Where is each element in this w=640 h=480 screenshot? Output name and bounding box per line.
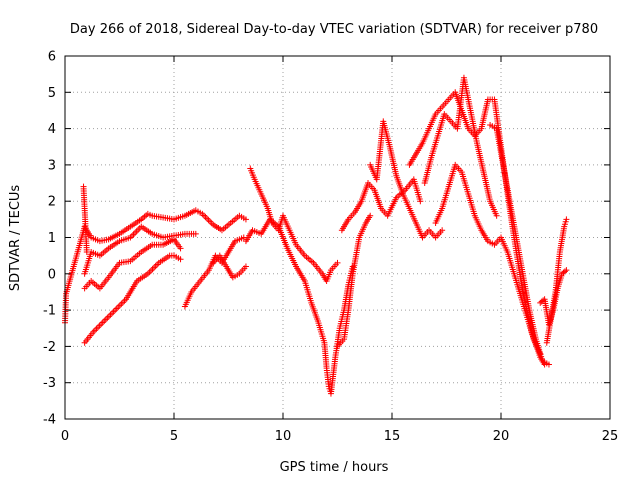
data-point [96,322,103,329]
data-point [116,302,123,309]
data-point [149,266,156,273]
y-tick-label: 2 [48,195,56,210]
data-point [334,259,341,266]
data-point [202,214,209,221]
y-tick-label: 6 [48,50,56,65]
y-tick-label: 4 [48,122,56,137]
data-point [417,198,424,205]
data-point [105,313,112,320]
y-tick-label: -3 [43,376,56,391]
data-point [102,316,109,323]
grid-lines [65,56,610,419]
x-tick-label: 15 [384,429,401,444]
data-point [154,261,161,268]
data-point [493,212,500,219]
data-point [118,300,125,307]
x-tick-label: 10 [275,429,292,444]
data-point [101,317,108,324]
data-point [113,305,120,312]
data-point [83,249,90,256]
data-point [130,231,137,238]
data-points [62,74,570,397]
x-tick-label: 20 [493,429,510,444]
axis-ticks: 0 5 10 15 20 25 -4 -3 -2 -1 0 1 2 3 4 5 6 [43,50,618,445]
x-tick-label: 25 [602,429,619,444]
data-point [93,325,100,332]
data-point [132,229,139,236]
data-point [133,228,140,235]
data-point [200,212,207,219]
data-point [121,297,128,304]
data-point [110,308,117,315]
data-point [115,303,122,310]
data-point [367,212,374,219]
y-tick-label: 0 [48,267,56,282]
data-point [563,216,570,223]
data-point [98,321,105,328]
data-point [205,217,212,224]
data-point [177,256,184,263]
data-point [545,361,552,368]
x-tick-label: 5 [170,429,178,444]
data-point [91,327,98,334]
y-tick-label: -2 [43,340,56,355]
data-point [439,227,446,234]
y-tick-label: -4 [43,413,56,428]
data-point [152,263,159,270]
data-point [208,220,215,227]
data-point [177,245,184,252]
data-point [204,215,211,222]
data-point [95,324,102,331]
data-point [192,230,199,237]
data-point [99,319,106,326]
x-axis-label: GPS time / hours [280,460,389,475]
data-point [561,268,568,275]
x-tick-label: 0 [61,429,69,444]
data-point [104,314,111,321]
data-point [147,267,154,274]
data-point [207,218,214,225]
data-point [151,264,158,271]
data-point [112,307,119,314]
data-point [242,263,249,270]
y-tick-label: 5 [48,86,56,101]
chart-title: Day 266 of 2018, Sidereal Day-to-day VTE… [70,22,598,37]
y-tick-label: -1 [43,304,56,319]
plot-frame [64,55,611,420]
data-point [109,310,116,317]
y-tick-label: 3 [48,158,56,173]
data-point [563,267,570,274]
data-point [242,216,249,223]
data-point [146,269,153,276]
y-axis-label: SDTVAR / TECUs [8,185,23,292]
data-point [107,311,114,318]
data-point [119,299,126,306]
y-tick-label: 1 [48,231,56,246]
